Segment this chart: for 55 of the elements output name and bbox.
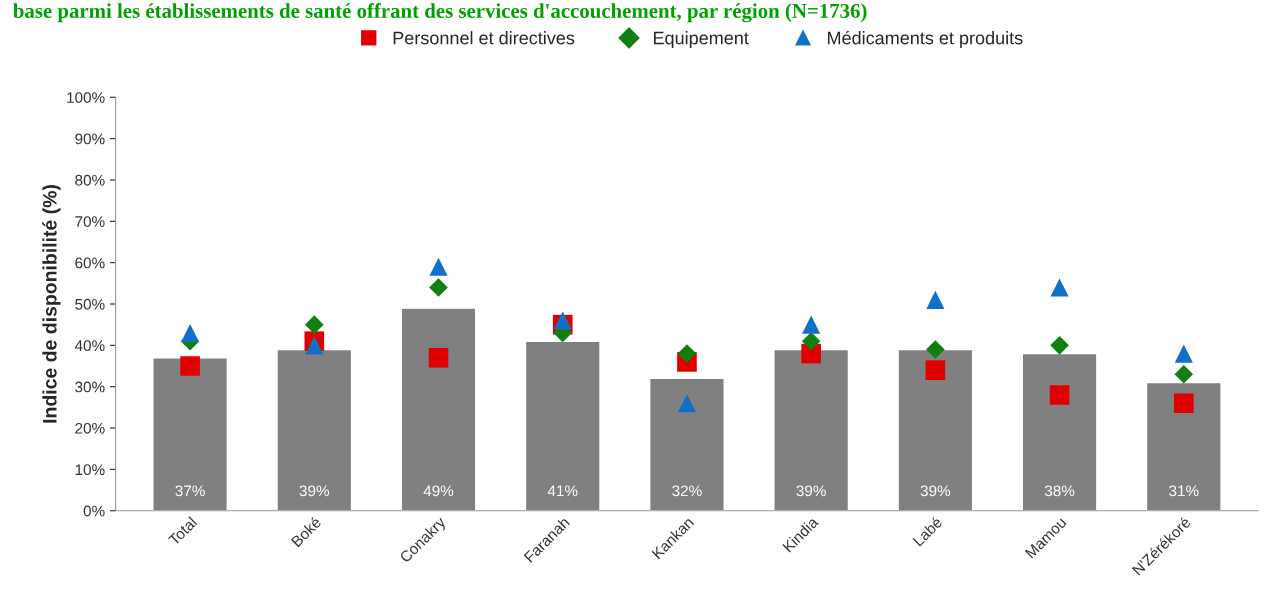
y-tick-label: 70% [75, 216, 105, 227]
y-tick-label: 10% [75, 464, 105, 476]
y-tick-label: 20% [75, 422, 105, 434]
y-tick-label: 80% [75, 174, 105, 186]
bar [773, 348, 850, 511]
point [926, 340, 945, 359]
bar [648, 377, 725, 511]
point [1174, 344, 1193, 363]
bar [276, 348, 353, 511]
data-label: 38% [1044, 485, 1075, 497]
data-label: 39% [796, 485, 826, 497]
bar [1021, 352, 1098, 511]
legend-label: Médicaments et produits [827, 30, 1023, 48]
y-tick-label: 40% [74, 340, 105, 352]
point [926, 290, 945, 309]
point [181, 323, 200, 342]
y-tick-label: 90% [75, 133, 105, 145]
data-label: 39% [920, 485, 951, 497]
point [802, 315, 821, 334]
point [677, 394, 696, 413]
y-tick-label: 0% [83, 505, 105, 517]
bar [524, 340, 601, 511]
y-tick-label: 30% [75, 381, 105, 393]
point [304, 315, 324, 334]
point [429, 257, 448, 276]
y-tick-label: 100% [67, 92, 105, 103]
y-axis-title: Indice de disponibilité (%) [42, 185, 61, 423]
legend-label: Personnel et directives [393, 31, 575, 45]
point [428, 347, 449, 368]
data-label: 31% [1169, 485, 1199, 497]
point [925, 360, 946, 380]
point [1050, 336, 1069, 355]
legend-label: Equipement [653, 31, 749, 48]
data-label: 41% [547, 485, 578, 497]
data-label: 37% [175, 485, 205, 497]
point [553, 311, 572, 330]
bar [1145, 381, 1222, 511]
point [1173, 393, 1194, 414]
point [677, 344, 697, 363]
point [429, 278, 448, 297]
point [180, 356, 200, 376]
chart-title: base parmi les établissements de santé offrant des services d'accouchement, par région (N=1736) [13, 3, 867, 23]
point [305, 336, 324, 355]
point [1050, 278, 1069, 297]
bar [400, 307, 477, 511]
data-label: 49% [423, 485, 454, 497]
point [1174, 364, 1194, 384]
point [1049, 385, 1070, 405]
y-tick-label: 50% [75, 298, 105, 310]
bar [897, 348, 974, 511]
data-label: 39% [299, 485, 330, 497]
y-tick-label: 60% [75, 257, 105, 269]
data-label: 32% [672, 485, 702, 497]
bar [152, 357, 229, 511]
point [801, 331, 821, 351]
